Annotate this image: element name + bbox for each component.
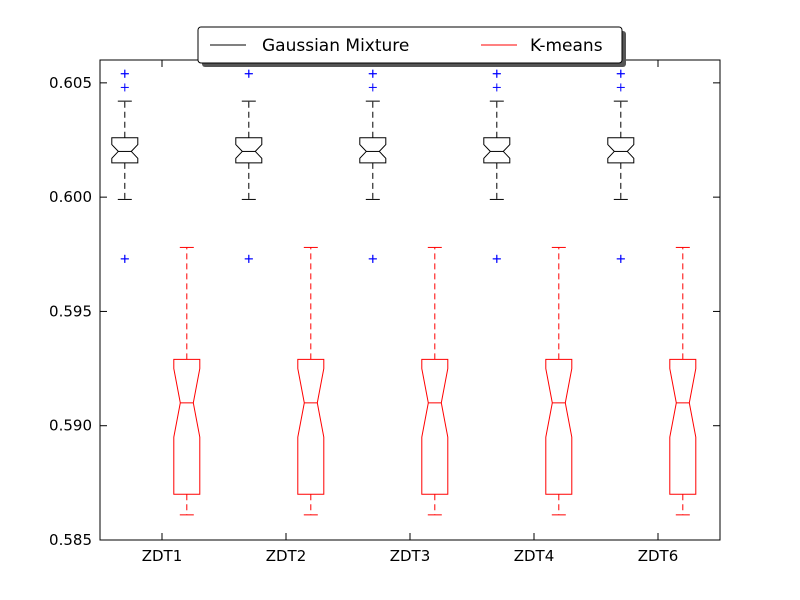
box-1-0 [173, 358, 201, 495]
flier-point [616, 254, 625, 263]
plot-area [111, 69, 697, 516]
flier-point [368, 83, 377, 92]
legend-label-gaussian-mixture: Gaussian Mixture [262, 36, 409, 56]
y-tick-label: 0.600 [49, 188, 92, 206]
x-tick-label: ZDT6 [638, 547, 679, 565]
flier-point [120, 83, 129, 92]
x-tick-label: ZDT4 [514, 547, 555, 565]
flier-point [368, 69, 377, 78]
flier-point [368, 254, 377, 263]
plot-frame [99, 59, 721, 541]
axes: 0.585 0.590 0.595 0.600 0.605 ZDT1 ZDT2 ZDT3 ZDT… [49, 60, 720, 565]
flier-point [244, 254, 253, 263]
legend-box [197, 26, 623, 64]
box-0-3 [483, 137, 511, 164]
box-0-4 [607, 137, 635, 164]
flier-point [120, 69, 129, 78]
y-tick-label: 0.585 [49, 531, 92, 549]
y-tick-label: 0.605 [49, 74, 92, 92]
box-1-2 [421, 358, 449, 495]
y-tick-label: 0.590 [49, 417, 92, 435]
legend: Gaussian Mixture K-means [197, 26, 626, 67]
box-0-1 [235, 137, 263, 164]
legend-label-k-means: K-means [530, 36, 603, 56]
box-1-1 [297, 358, 325, 495]
box-1-3 [545, 358, 573, 495]
x-tick-label: ZDT3 [390, 547, 431, 565]
flier-point [616, 83, 625, 92]
x-tick-label: ZDT2 [266, 547, 307, 565]
flier-point [492, 83, 501, 92]
flier-point [616, 69, 625, 78]
box-1-4 [669, 358, 697, 495]
flier-point [492, 254, 501, 263]
flier-point [120, 254, 129, 263]
flier-point [492, 69, 501, 78]
x-tick-label: ZDT1 [142, 547, 183, 565]
box-0-2 [359, 137, 387, 164]
flier-point [244, 69, 253, 78]
y-tick-label: 0.595 [49, 302, 92, 320]
box-0-0 [111, 137, 139, 164]
